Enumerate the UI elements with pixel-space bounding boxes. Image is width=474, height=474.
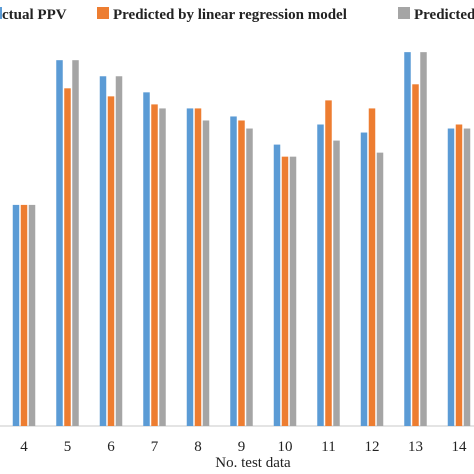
x-tick-label-7: 7 xyxy=(151,439,159,455)
legend-label-actual-ppv: ctual PPV xyxy=(2,7,67,23)
x-tick-label-10: 10 xyxy=(278,439,293,455)
legend-swatch-predicted xyxy=(398,7,410,19)
bar-7-series-2 xyxy=(159,108,166,427)
bar-12-series-0 xyxy=(360,132,368,427)
bar-10-series-2 xyxy=(289,156,297,426)
bar-14-series-2 xyxy=(463,128,471,426)
bar-6-series-2 xyxy=(115,76,123,426)
legend-label-predicted: Predicted xyxy=(414,7,474,23)
bar-4-series-1 xyxy=(20,204,28,426)
bar-5-series-2 xyxy=(72,60,79,427)
x-tick-label-9: 9 xyxy=(238,439,246,455)
bar-7-series-0 xyxy=(143,92,150,426)
bar-13-series-2 xyxy=(420,52,427,426)
bar-8-series-2 xyxy=(202,120,210,426)
bar-4-series-2 xyxy=(28,204,36,426)
x-tick-labels: 4 5 6 7 8 9 10 11 12 13 14 xyxy=(20,439,467,455)
bars xyxy=(12,52,471,427)
bar-12-series-1 xyxy=(368,108,376,427)
x-tick-label-4: 4 xyxy=(20,439,28,455)
x-tick-label-13: 13 xyxy=(408,439,423,455)
x-axis-title: No. test data xyxy=(215,455,291,471)
x-tick-label-6: 6 xyxy=(107,439,115,455)
bar-13-series-0 xyxy=(404,52,411,426)
bar-4-series-0 xyxy=(12,204,20,426)
bar-9-series-2 xyxy=(246,128,253,426)
bar-6-series-0 xyxy=(99,76,107,426)
bar-11-series-0 xyxy=(317,124,324,426)
legend: ctual PPV Predicted by linear regression… xyxy=(0,7,474,23)
legend-swatch-linear-regression xyxy=(97,7,109,19)
x-tick-label-5: 5 xyxy=(64,439,72,455)
bar-10-series-0 xyxy=(273,144,281,426)
bar-10-series-1 xyxy=(281,156,289,426)
bar-5-series-1 xyxy=(64,88,71,426)
bar-6-series-1 xyxy=(107,96,115,427)
bar-7-series-1 xyxy=(151,104,158,427)
x-tick-label-14: 14 xyxy=(452,439,468,455)
bar-12-series-2 xyxy=(376,152,384,426)
bar-11-series-1 xyxy=(325,100,332,426)
bar-13-series-1 xyxy=(412,84,419,427)
bar-8-series-1 xyxy=(194,108,202,427)
x-tick-label-11: 11 xyxy=(321,439,335,455)
bar-14-series-1 xyxy=(455,124,463,426)
bar-8-series-0 xyxy=(186,108,194,427)
legend-swatch-actual-ppv xyxy=(0,7,2,19)
x-tick-label-8: 8 xyxy=(194,439,202,455)
bar-9-series-0 xyxy=(230,116,237,427)
x-tick-label-12: 12 xyxy=(365,439,380,455)
bar-14-series-0 xyxy=(447,128,455,426)
bar-9-series-1 xyxy=(238,120,245,426)
bar-5-series-0 xyxy=(56,60,63,427)
bar-11-series-2 xyxy=(333,140,340,426)
legend-label-linear-regression: Predicted by linear regression model xyxy=(113,7,347,23)
